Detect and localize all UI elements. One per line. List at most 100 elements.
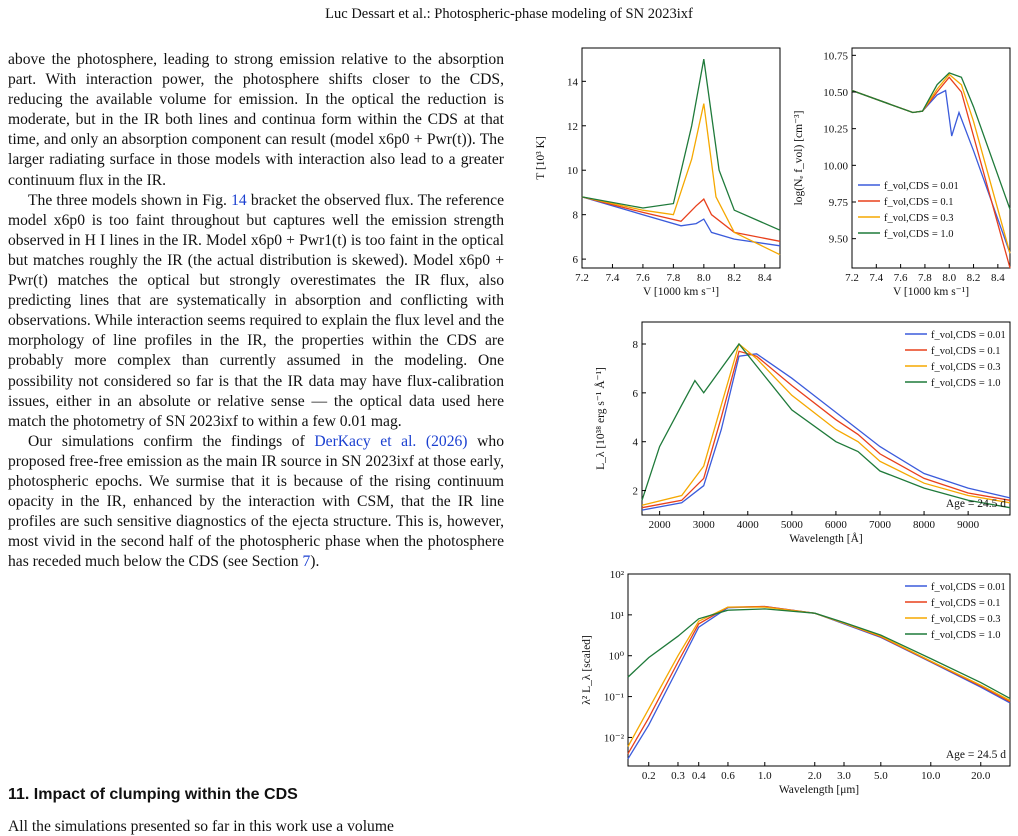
series-line-c10 bbox=[581, 58, 781, 231]
chart-panel-2: 7.2 7.4 7.6 7.8 8.0 8.2 8.4 9.50 9.75 10.00 10.25 1… bbox=[793, 47, 1011, 298]
paragraph-2: The three models shown in Fig. 14 bracke… bbox=[8, 191, 504, 430]
legend: f_vol,CDS = 0.01 f_vol,CDS = 0.1 f_vol,CDS… bbox=[905, 330, 1006, 389]
x-tick-label: 3000 bbox=[693, 519, 716, 531]
y-tick-label: 10 bbox=[567, 165, 579, 177]
x-tick-label: 8.2 bbox=[727, 272, 741, 284]
x-tick-label: 7.2 bbox=[845, 272, 859, 284]
y-tick-label: 10.50 bbox=[823, 87, 848, 99]
x-tick-label: 3.0 bbox=[837, 770, 851, 782]
series-line-c01 bbox=[641, 350, 1011, 509]
series-line-c10 bbox=[851, 72, 1011, 210]
series-line-c001 bbox=[641, 353, 1011, 511]
legend-label: f_vol,CDS = 0.1 bbox=[931, 346, 1001, 357]
y-tick-label: 6 bbox=[573, 254, 579, 266]
y-tick-label: 8 bbox=[633, 339, 639, 351]
x-tick-label: 5000 bbox=[781, 519, 804, 531]
x-axis-label: V [1000 km s⁻¹] bbox=[893, 286, 969, 298]
y-tick-label: 4 bbox=[633, 437, 639, 449]
y-tick-label: 10¹ bbox=[610, 610, 624, 622]
legend-label: f_vol,CDS = 0.01 bbox=[931, 330, 1006, 341]
plot-frame bbox=[851, 47, 1011, 269]
x-axis-label: V [1000 km s⁻¹] bbox=[643, 286, 719, 298]
x-axis-label: Wavelength [μm] bbox=[779, 784, 859, 796]
x-tick-label: 0.4 bbox=[692, 770, 706, 782]
y-tick-label: 8 bbox=[573, 210, 579, 222]
chart-panel-3: 2000 3000 4000 5000 6000 7000 8000 9000 2 4 6 8 Wave… bbox=[593, 321, 1011, 545]
x-tick-label: 0.6 bbox=[721, 770, 735, 782]
x-tick-label: 7.8 bbox=[918, 272, 932, 284]
x-tick-label: 2000 bbox=[649, 519, 672, 531]
legend-label: f_vol,CDS = 0.1 bbox=[884, 197, 954, 208]
x-tick-label: 1.0 bbox=[758, 770, 772, 782]
x-tick-label: 8.0 bbox=[942, 272, 956, 284]
series-line-c03 bbox=[641, 342, 1011, 506]
x-tick-label: 0.3 bbox=[671, 770, 685, 782]
age-annotation: Age = 24.5 d bbox=[946, 749, 1006, 761]
x-tick-label: 0.2 bbox=[642, 770, 656, 782]
y-tick-label: 6 bbox=[633, 388, 639, 400]
legend-label: f_vol,CDS = 0.3 bbox=[931, 362, 1001, 373]
x-tick-label: 7000 bbox=[869, 519, 892, 531]
body-column: above the photosphere, leading to strong… bbox=[8, 50, 504, 572]
y-tick-label: 10⁰ bbox=[609, 651, 625, 663]
series-line-c01 bbox=[627, 605, 1011, 755]
x-tick-label: 7.2 bbox=[575, 272, 589, 284]
y-axis-label: L_λ [10³⁸ erg s⁻¹ Å⁻¹] bbox=[593, 367, 607, 470]
x-tick-label: 7.6 bbox=[636, 272, 650, 284]
y-tick-label: 14 bbox=[567, 76, 579, 88]
y-tick-label: 9.50 bbox=[829, 234, 849, 246]
x-tick-label: 8.2 bbox=[967, 272, 981, 284]
legend-label: f_vol,CDS = 0.3 bbox=[931, 614, 1001, 625]
legend-label: f_vol,CDS = 0.3 bbox=[884, 213, 954, 224]
series-line-c10 bbox=[627, 608, 1011, 699]
legend-label: f_vol,CDS = 1.0 bbox=[884, 229, 954, 240]
x-axis-label: Wavelength [Å] bbox=[789, 531, 862, 545]
y-axis-label: λ² L_λ [scaled] bbox=[581, 635, 593, 705]
y-axis-label: T [10³ K] bbox=[535, 136, 547, 179]
legend: f_vol,CDS = 0.01 f_vol,CDS = 0.1 f_vol,CDS… bbox=[858, 181, 959, 240]
running-head: Luc Dessart et al.: Photospheric-phase m… bbox=[325, 6, 693, 22]
series-line-c01 bbox=[581, 196, 781, 242]
plot-frame bbox=[581, 47, 781, 269]
y-tick-label: 10⁻¹ bbox=[604, 692, 624, 704]
series-line-c03 bbox=[581, 103, 781, 256]
x-tick-label: 9000 bbox=[957, 519, 980, 531]
plot-frame bbox=[627, 573, 1011, 767]
legend-label: f_vol,CDS = 0.01 bbox=[884, 181, 959, 192]
x-tick-label: 2.0 bbox=[808, 770, 822, 782]
series-line-c001 bbox=[581, 196, 781, 247]
x-tick-label: 6000 bbox=[825, 519, 848, 531]
y-tick-label: 2 bbox=[633, 486, 639, 498]
y-tick-label: 10.25 bbox=[823, 124, 848, 136]
y-axis-label: log(Nₑ f_vol) [cm⁻³] bbox=[793, 111, 805, 206]
paragraph-4-start: All the simulations presented so far in … bbox=[8, 818, 394, 835]
chart-panel-1: 7.2 7.4 7.6 7.8 8.0 8.2 8.4 6 8 10 12 14 V [1000 km … bbox=[535, 47, 781, 298]
x-tick-label: 7.4 bbox=[606, 272, 620, 284]
figure-panels: 7.2 7.4 7.6 7.8 8.0 8.2 8.4 6 8 10 12 14 V [1000 km … bbox=[535, 47, 1011, 796]
legend-label: f_vol,CDS = 0.01 bbox=[931, 582, 1006, 593]
x-tick-label: 8.0 bbox=[697, 272, 711, 284]
x-tick-label: 7.6 bbox=[894, 272, 908, 284]
x-tick-label: 8.4 bbox=[758, 272, 772, 284]
x-tick-label: 8000 bbox=[913, 519, 936, 531]
plot-frame bbox=[641, 321, 1011, 516]
citation-link[interactable]: DerKacy et al. (2026) bbox=[314, 432, 468, 450]
section-heading: 11. Impact of clumping within the CDS bbox=[8, 786, 298, 803]
y-tick-label: 10.75 bbox=[823, 50, 848, 62]
figure-ref-link[interactable]: 14 bbox=[231, 191, 247, 209]
legend: f_vol,CDS = 0.01 f_vol,CDS = 0.1 f_vol,CDS… bbox=[905, 582, 1006, 641]
legend-label: f_vol,CDS = 0.1 bbox=[931, 598, 1001, 609]
y-tick-label: 10⁻² bbox=[604, 732, 625, 744]
y-tick-label: 9.75 bbox=[829, 197, 849, 209]
x-tick-label: 20.0 bbox=[971, 770, 991, 782]
age-annotation: Age = 24.5 d bbox=[946, 498, 1006, 510]
paragraph-3: Our simulations confirm the findings of … bbox=[8, 432, 504, 571]
legend-label: f_vol,CDS = 1.0 bbox=[931, 630, 1001, 641]
legend-label: f_vol,CDS = 1.0 bbox=[931, 378, 1001, 389]
y-tick-label: 10² bbox=[610, 569, 625, 581]
x-tick-label: 8.4 bbox=[991, 272, 1005, 284]
section-ref-link[interactable]: 7 bbox=[302, 553, 311, 571]
x-tick-label: 7.4 bbox=[869, 272, 883, 284]
chart-panel-4: 0.2 0.3 0.4 0.6 1.0 2.0 3.0 5.0 10.0 20.0 10⁻² 10⁻¹… bbox=[581, 569, 1011, 796]
y-tick-label: 10.00 bbox=[823, 160, 848, 172]
